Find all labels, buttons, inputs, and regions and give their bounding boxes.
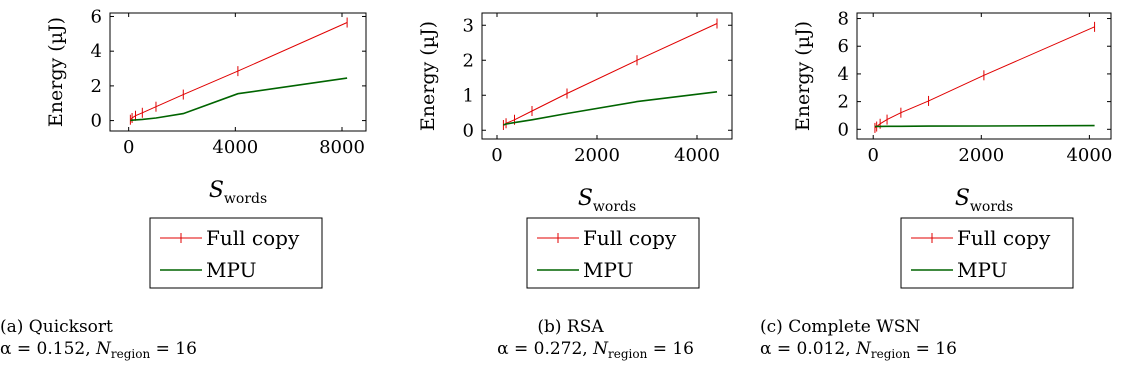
chart-b: 0 2000 4000 0 1 2 3 Energy (µJ) Swords Full copy M… bbox=[417, 12, 733, 289]
y-axis-label: Energy (µJ) bbox=[792, 21, 814, 131]
y-tick-label: 8 bbox=[838, 9, 849, 30]
x-tick-label: 4000 bbox=[212, 137, 258, 158]
x-tick-label: 2000 bbox=[958, 145, 1004, 166]
y-tick-label: 6 bbox=[91, 6, 102, 27]
caption-n-value-c: = 16 bbox=[910, 339, 957, 359]
caption-n-symbol-c: N bbox=[856, 339, 871, 359]
x-tick-label: 8000 bbox=[319, 137, 365, 158]
y-tick-label: 2 bbox=[91, 76, 102, 97]
caption-n-symbol-a: N bbox=[96, 339, 111, 359]
caption-params-a: α = 0.152, Nregion = 16 bbox=[0, 338, 197, 361]
y-tick-label: 3 bbox=[463, 15, 474, 36]
legend-label: MPU bbox=[957, 258, 1007, 282]
series-line-full-copy bbox=[130, 22, 348, 121]
legend-label: MPU bbox=[206, 258, 256, 282]
panel-c: 0 2000 4000 0 2 4 6 8 Energy (µJ) Swords Full copy… bbox=[749, 0, 1123, 376]
legend-label: MPU bbox=[583, 258, 633, 282]
caption-alpha-a: α = 0.152, bbox=[0, 339, 91, 359]
series-line-mpu bbox=[503, 91, 718, 126]
series-line-full-copy bbox=[503, 23, 718, 126]
panel-a: 0 4000 8000 0 2 4 6 Energy (µJ) Swords Full copy M… bbox=[0, 0, 375, 376]
x-tick-label: 2000 bbox=[574, 145, 620, 166]
y-tick-label: 0 bbox=[838, 119, 849, 140]
caption-n-sub-b: region bbox=[608, 347, 648, 361]
caption-alpha-b: α = 0.272, bbox=[497, 339, 588, 359]
caption-alpha-c: α = 0.012, bbox=[760, 339, 851, 359]
y-axis-label: Energy (µJ) bbox=[45, 17, 67, 127]
legend: Full copy MPU bbox=[149, 217, 323, 289]
chart-a: 0 4000 8000 0 2 4 6 Energy (µJ) Swords Full copy M… bbox=[45, 6, 367, 289]
plot-frame bbox=[856, 12, 1112, 140]
y-tick-label: 0 bbox=[463, 120, 474, 141]
legend-box bbox=[900, 217, 1074, 289]
x-axis-label: Swords bbox=[209, 178, 267, 207]
caption-n-value-b: = 16 bbox=[647, 339, 694, 359]
panel-b: 0 2000 4000 0 1 2 3 Energy (µJ) Swords Full copy M… bbox=[375, 0, 749, 376]
caption-n-sub-a: region bbox=[110, 347, 151, 361]
y-tick-label: 4 bbox=[91, 41, 102, 62]
caption-c: (c) Complete WSN α = 0.012, Nregion = 16 bbox=[760, 316, 957, 361]
legend-box bbox=[526, 217, 700, 289]
caption-n-sub-c: region bbox=[870, 347, 911, 361]
legend-label: Full copy bbox=[583, 226, 677, 250]
series-line-full-copy bbox=[874, 26, 1095, 129]
caption-title-c: (c) Complete WSN bbox=[760, 317, 921, 337]
x-axis-label: Swords bbox=[578, 186, 636, 215]
caption-a: (a) Quicksort α = 0.152, Nregion = 16 bbox=[0, 316, 197, 361]
x-tick-label: 0 bbox=[123, 137, 134, 158]
y-tick-label: 1 bbox=[463, 85, 474, 106]
caption-params-b: α = 0.272, Nregion = 16 bbox=[447, 338, 694, 361]
series-line-mpu bbox=[130, 77, 348, 122]
caption-params-c: α = 0.012, Nregion = 16 bbox=[760, 338, 957, 361]
y-tick-label: 0 bbox=[91, 111, 102, 132]
caption-b: (b) RSA α = 0.272, Nregion = 16 bbox=[447, 316, 694, 361]
x-tick-label: 4000 bbox=[674, 145, 720, 166]
y-tick-label: 2 bbox=[838, 92, 849, 113]
caption-title-a: (a) Quicksort bbox=[0, 317, 113, 337]
x-tick-label: 0 bbox=[491, 145, 502, 166]
y-tick-label: 4 bbox=[838, 64, 849, 85]
caption-n-value-a: = 16 bbox=[150, 339, 197, 359]
caption-n-symbol-b: N bbox=[593, 339, 608, 359]
legend: Full copy MPU bbox=[900, 217, 1074, 289]
legend-label: Full copy bbox=[957, 226, 1051, 250]
x-axis-label: Swords bbox=[955, 186, 1013, 215]
y-tick-label: 2 bbox=[463, 50, 474, 71]
y-tick-label: 6 bbox=[838, 36, 849, 57]
x-tick-label: 4000 bbox=[1066, 145, 1112, 166]
legend-label: Full copy bbox=[206, 226, 300, 250]
plot-frame bbox=[109, 12, 367, 132]
plot-frame bbox=[481, 12, 733, 140]
caption-title-b: (b) RSA bbox=[537, 317, 604, 337]
legend-box bbox=[149, 217, 323, 289]
series-line-mpu bbox=[874, 124, 1095, 128]
x-tick-label: 0 bbox=[867, 145, 878, 166]
y-axis-label: Energy (µJ) bbox=[417, 21, 439, 131]
legend: Full copy MPU bbox=[526, 217, 700, 289]
